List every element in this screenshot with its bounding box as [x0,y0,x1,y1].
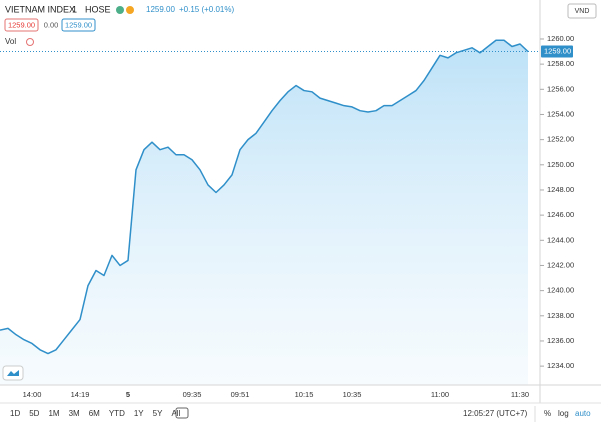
logo-icon [7,370,19,376]
range-button[interactable]: 3M [69,409,80,418]
x-tick-label: 11:00 [431,390,449,399]
y-tick-label: 1258.00 [547,59,574,68]
x-tick-label: 10:35 [343,390,362,399]
log-toggle[interactable]: log [558,409,569,418]
x-tick-label: 14:19 [71,390,90,399]
last-price-label: 1259.00 [544,47,571,56]
last-price-box [541,45,573,58]
area-fill [0,40,528,386]
range-button[interactable]: 1M [48,409,59,418]
y-tick-label: 1242.00 [547,260,574,269]
y-tick-label: 1250.00 [547,160,574,169]
y-tick-label: 1260.00 [547,34,574,43]
y-tick-label: 1240.00 [547,286,574,295]
symbol: VIETNAM INDEX [5,4,75,14]
price: 1259.00 [146,5,175,14]
auto-toggle[interactable]: auto [575,409,591,418]
change: +0.15 (+0.01%) [179,5,234,14]
status-dot [116,6,124,14]
range-button[interactable]: 5D [29,409,39,418]
y-tick-label: 1252.00 [547,135,574,144]
price-line [0,39,529,355]
currency: VND [575,8,590,15]
axes: 1234.00 1236.00 1238.00 1240.00 1242.00 1244.… [23,34,575,399]
sell-box[interactable] [4,18,39,32]
spread: 0.00 [44,20,59,29]
range-button[interactable]: 6M [89,409,100,418]
compare-icon[interactable] [175,407,189,419]
interval: 1 [72,4,77,14]
y-tick-label: 1248.00 [547,185,574,194]
y-tick-label: 1238.00 [547,311,574,320]
x-tick-label: 10:15 [295,390,314,399]
exchange: HOSE [85,4,111,14]
delay-dot [126,6,134,14]
x-tick-label: 09:51 [231,390,250,399]
x-tick-label: 09:35 [183,390,202,399]
buy-box[interactable] [61,18,96,32]
bottom-toolbar: 1D 5D 1M 3M 6M YTD 1Y 5Y All [10,409,181,418]
y-tick-label: 1246.00 [547,210,574,219]
y-tick-label: 1234.00 [547,361,574,370]
range-button[interactable]: YTD [109,409,125,418]
y-tick-label: 1236.00 [547,336,574,345]
x-tick-label: 11:30 [511,390,529,399]
y-tick-label: 1254.00 [547,109,574,118]
volume-hidden-icon[interactable] [26,38,34,46]
range-button[interactable]: 1Y [134,409,144,418]
range-button[interactable]: 5Y [153,409,163,418]
sell-price: 1259.00 [8,20,35,29]
percent-toggle[interactable]: % [544,409,551,418]
buy-price: 1259.00 [65,20,92,29]
x-tick-label: 5 [126,390,130,399]
currency-box[interactable] [567,3,597,19]
x-tick-label: 14:00 [23,390,42,399]
plot-area [0,39,540,386]
y-tick-label: 1244.00 [547,235,574,244]
volume-label: Vol [5,37,16,46]
clock: 12:05:27 (UTC+7) [463,409,528,418]
range-button[interactable]: 1D [10,409,20,418]
y-tick-label: 1256.00 [547,84,574,93]
